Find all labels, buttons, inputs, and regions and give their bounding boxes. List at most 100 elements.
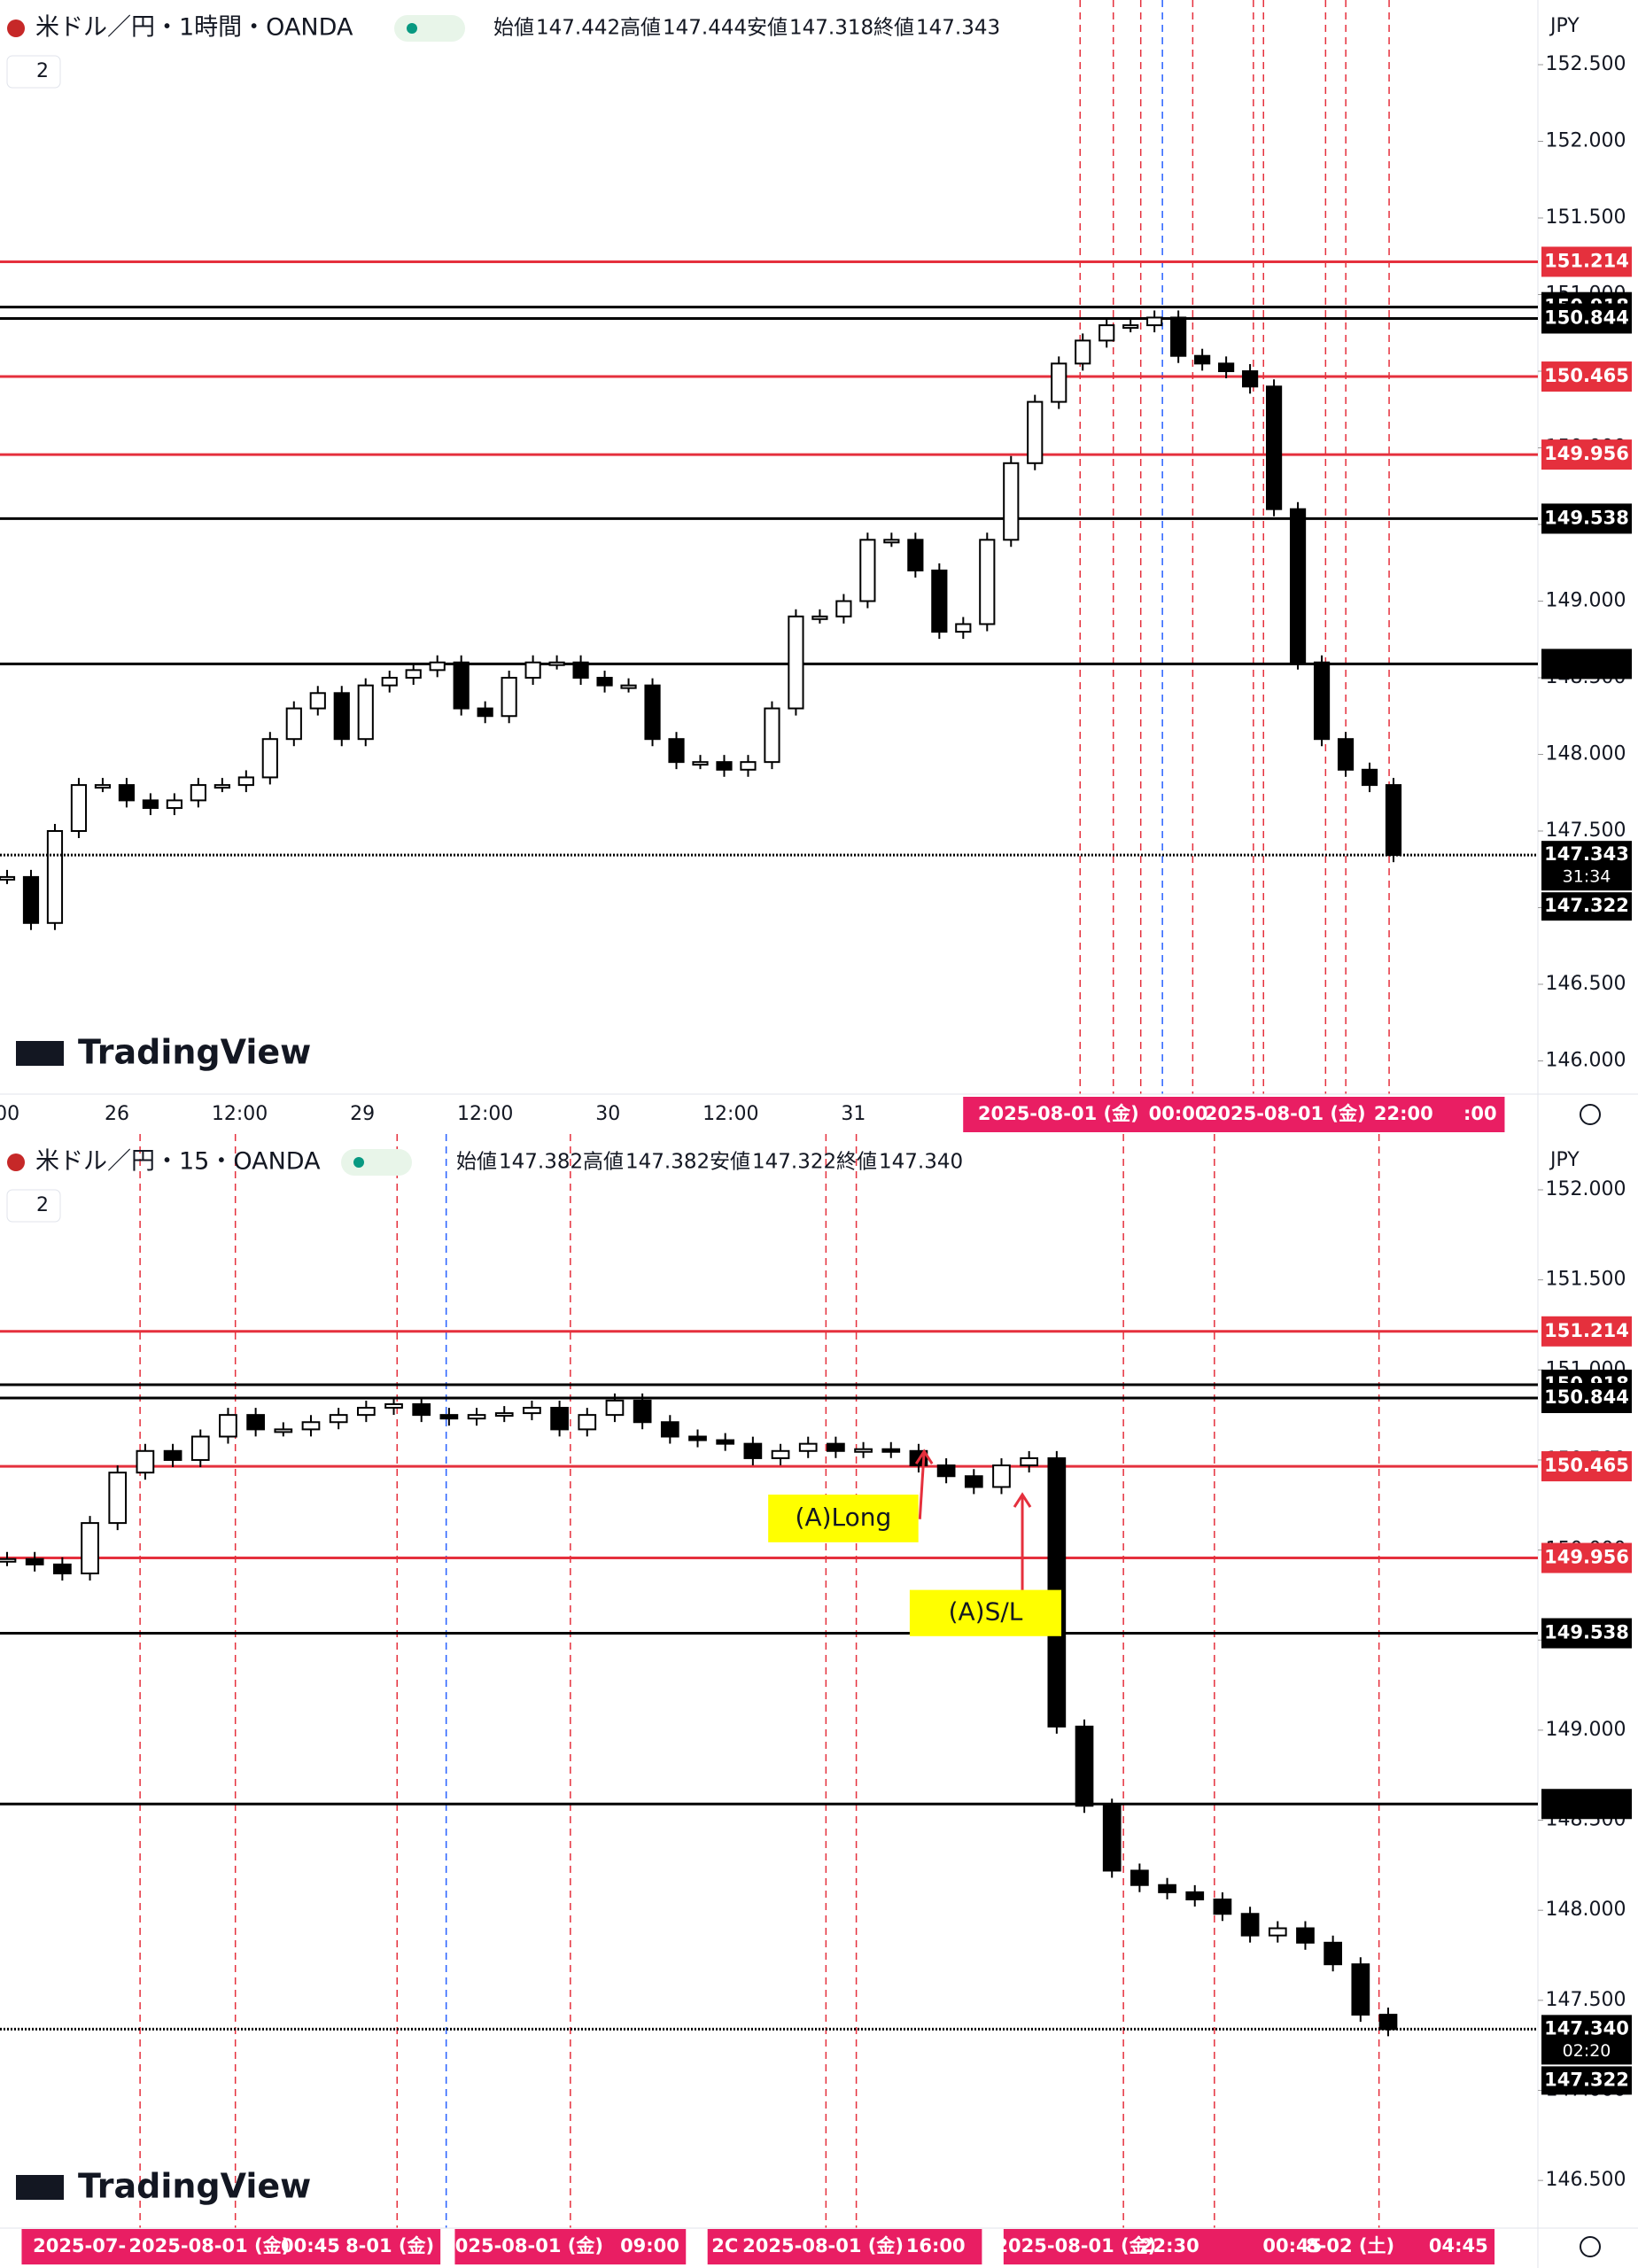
ohlc-label: 終値 <box>836 1151 877 1174</box>
ohlc-value: 147.444 <box>663 17 747 40</box>
annotation: (A)S/L <box>949 1597 1023 1627</box>
candle <box>605 1399 625 1417</box>
ohlc-label: 終値 <box>873 17 914 40</box>
candle <box>246 1414 265 1431</box>
candle <box>1051 362 1067 403</box>
annotation-arrowhead <box>914 1449 934 1464</box>
logo: TradingView <box>78 1033 311 1072</box>
candle <box>46 830 64 924</box>
candle <box>237 776 254 787</box>
candle <box>1170 316 1187 357</box>
x-tick-label: 26 <box>105 1103 129 1125</box>
level-label-bg <box>1541 1618 1632 1649</box>
candle <box>108 1472 128 1525</box>
currency-select[interactable]: JPY <box>1549 15 1580 37</box>
candle <box>405 669 422 679</box>
ohlc-value: 147.318 <box>789 17 873 40</box>
candle <box>859 539 876 602</box>
indicator-toggle[interactable] <box>6 1189 61 1223</box>
low-label: 147.322 <box>1544 895 1629 916</box>
candle <box>1242 370 1259 388</box>
candle <box>644 684 661 741</box>
y-tick-label: 147.500 <box>1546 819 1626 842</box>
level-label-bg <box>1541 1789 1632 1820</box>
symbol: 米ドル／円・1時間・OANDA <box>35 14 353 42</box>
candle <box>453 661 470 710</box>
y-tick-label: 146.000 <box>1546 1050 1626 1072</box>
flag-icon <box>7 1153 25 1171</box>
settings-icon[interactable] <box>1580 2236 1601 2257</box>
candle <box>771 1449 790 1459</box>
candle <box>219 1414 237 1438</box>
status-dot <box>353 1157 364 1168</box>
currency-select[interactable]: JPY <box>1549 1149 1580 1171</box>
candle <box>356 1406 376 1417</box>
ohlc-value: 147.382 <box>625 1151 710 1174</box>
candle <box>477 707 493 718</box>
candle <box>285 707 302 741</box>
candle <box>118 784 136 802</box>
candle <box>1146 316 1163 327</box>
candle <box>1102 1805 1122 1872</box>
logo-icon <box>16 1041 64 1066</box>
countdown: 02:20 <box>1563 2041 1611 2061</box>
time-highlight <box>454 2229 687 2264</box>
level-label: 149.538 <box>1544 1622 1629 1643</box>
ohlc-value: 147.343 <box>916 17 1000 40</box>
candle <box>357 684 374 741</box>
x-tick-label: 12:00 <box>457 1103 513 1125</box>
candle <box>1020 1456 1039 1467</box>
candle <box>0 1557 17 1563</box>
candle <box>854 1448 873 1453</box>
candle <box>596 677 613 687</box>
logo: TradingView <box>78 2167 311 2206</box>
candle <box>716 761 733 771</box>
ohlc-label: 始値 <box>456 1151 497 1174</box>
candle <box>881 1448 901 1453</box>
candle <box>1218 362 1235 373</box>
x-tick-label: 30 <box>595 1103 620 1125</box>
candle <box>743 1442 763 1459</box>
candle <box>501 677 517 718</box>
time-highlight-label: 00:45 <box>281 2235 340 2256</box>
y-tick-label: 149.000 <box>1546 1719 1626 1741</box>
level-label: 150.844 <box>1544 307 1629 328</box>
candle <box>1296 1927 1315 1944</box>
level-label: 150.844 <box>1544 1386 1629 1408</box>
flag-icon <box>7 19 25 37</box>
level-label: 150.465 <box>1544 1455 1629 1476</box>
ohlc-label: 安値 <box>747 17 788 40</box>
y-tick-label: 149.000 <box>1546 590 1626 612</box>
candle <box>1130 1869 1149 1886</box>
candle <box>883 539 900 544</box>
y-tick-label: 146.500 <box>1546 973 1626 995</box>
low-label-bg <box>1541 2066 1632 2095</box>
logo-icon <box>16 2175 64 2200</box>
level-label: 149.956 <box>1544 1547 1629 1568</box>
candle <box>190 784 206 802</box>
candle <box>1324 1941 1342 1966</box>
y-tick-label: 151.500 <box>1546 206 1626 229</box>
candle <box>788 615 804 710</box>
candle <box>274 1428 293 1433</box>
time-highlight-label: 2025-08-01 (金) <box>978 1103 1139 1124</box>
settings-icon[interactable] <box>1580 1104 1601 1125</box>
time-highlight-label: 2025-07- <box>33 2235 126 2256</box>
y-tick-label: 151.500 <box>1546 1269 1626 1291</box>
level-label-bg <box>1541 361 1632 392</box>
candle <box>22 875 40 924</box>
candle <box>384 1402 403 1409</box>
candle <box>25 1557 44 1565</box>
ohlc-label: 高値 <box>620 17 661 40</box>
candle <box>1265 385 1283 510</box>
indicator-count: 2 <box>36 60 49 82</box>
status-badge <box>341 1149 412 1176</box>
ohlc-value: 147.442 <box>536 17 620 40</box>
status-dot <box>407 23 417 34</box>
level-label-bg <box>1541 1451 1632 1482</box>
symbol: 米ドル／円・15・OANDA <box>35 1148 321 1176</box>
indicator-toggle[interactable] <box>6 55 61 89</box>
candle <box>261 738 278 779</box>
candle <box>1268 1927 1287 1937</box>
